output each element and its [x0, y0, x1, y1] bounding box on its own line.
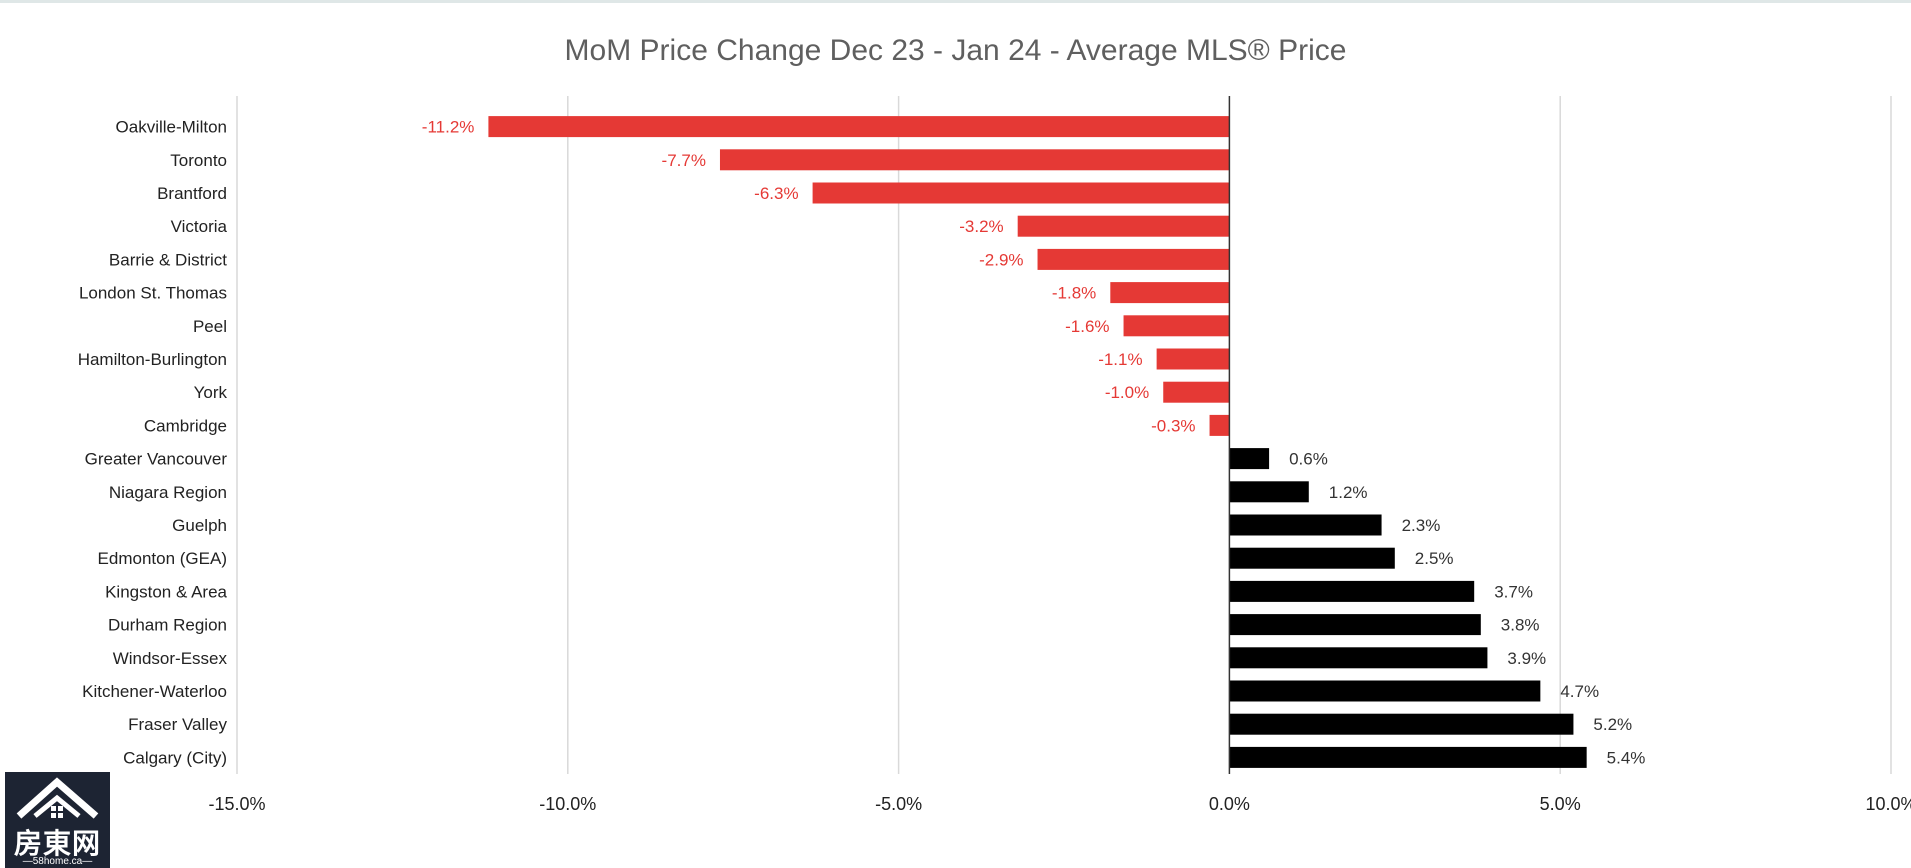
- bar: [812, 182, 1230, 204]
- category-label: Oakville-Milton: [116, 118, 227, 137]
- category-label: Toronto: [170, 151, 227, 170]
- category-label: Victoria: [171, 217, 228, 236]
- house-roof-logo-icon: [16, 777, 99, 819]
- x-tick-label: -5.0%: [875, 794, 922, 814]
- bar: [1037, 248, 1230, 270]
- category-label: London St. Thomas: [79, 284, 227, 303]
- data-label: 1.2%: [1329, 483, 1368, 502]
- bar: [1017, 215, 1230, 237]
- data-label: 2.5%: [1415, 549, 1454, 568]
- category-label: Calgary (City): [123, 748, 227, 767]
- bar: [488, 116, 1230, 138]
- x-tick-label: -15.0%: [208, 794, 265, 814]
- watermark-url: —58home.ca—: [22, 856, 93, 867]
- data-label: 2.3%: [1402, 516, 1441, 535]
- data-label: 4.7%: [1560, 682, 1599, 701]
- category-label: Guelph: [172, 516, 227, 535]
- category-label: Edmonton (GEA): [98, 549, 227, 568]
- x-tick-labels: -15.0% -10.0% -5.0% 0.0% 5.0% 10.0%: [208, 794, 1911, 814]
- category-label: Kitchener-Waterloo: [82, 682, 227, 701]
- category-label: Windsor-Essex: [113, 649, 228, 668]
- category-label: Durham Region: [108, 616, 227, 635]
- x-tick-label: -10.0%: [539, 794, 596, 814]
- category-label: Brantford: [157, 184, 227, 203]
- bar: [1156, 348, 1230, 370]
- category-label: Cambridge: [144, 416, 227, 435]
- bar: [1229, 746, 1587, 768]
- bar: [1229, 481, 1309, 503]
- data-label: 0.6%: [1289, 450, 1328, 469]
- data-label: 5.4%: [1607, 748, 1646, 767]
- watermark-logo: 房東网 —58home.ca—: [5, 772, 110, 868]
- category-label: Niagara Region: [109, 483, 227, 502]
- data-label: -1.6%: [1065, 317, 1109, 336]
- data-label: 3.8%: [1501, 616, 1540, 635]
- category-label: Greater Vancouver: [85, 450, 228, 469]
- data-label: -11.2%: [422, 118, 475, 137]
- category-label: Kingston & Area: [105, 582, 227, 601]
- bar: [1229, 448, 1270, 470]
- chart-title: MoM Price Change Dec 23 - Jan 24 - Avera…: [564, 34, 1347, 67]
- data-label: -1.0%: [1105, 383, 1149, 402]
- bar: [1229, 514, 1382, 536]
- watermark-name: 房東网: [13, 827, 101, 860]
- data-label: -1.8%: [1052, 284, 1096, 303]
- bars: [488, 116, 1587, 768]
- bar: [1123, 315, 1230, 337]
- x-tick-label: 5.0%: [1540, 794, 1581, 814]
- bar: [1229, 580, 1475, 602]
- bar: [1209, 414, 1230, 436]
- category-label: Barrie & District: [109, 250, 227, 269]
- bar: [1229, 680, 1541, 702]
- category-label: Fraser Valley: [128, 715, 227, 734]
- x-tick-label: 10.0%: [1865, 794, 1911, 814]
- bar: [1229, 614, 1481, 636]
- category-label: York: [194, 383, 228, 402]
- bar: [1229, 647, 1488, 669]
- bar: [719, 149, 1230, 171]
- data-labels: -11.2% -7.7% -6.3% -3.2% -2.9% -1.8% -1.6% -1.1…: [422, 118, 1646, 768]
- data-label: 3.7%: [1494, 582, 1533, 601]
- grid-lines: [236, 96, 1892, 774]
- bar: [1163, 381, 1230, 403]
- data-label: -2.9%: [979, 250, 1023, 269]
- data-label: -1.1%: [1098, 350, 1142, 369]
- x-tick-label: 0.0%: [1209, 794, 1250, 814]
- bar: [1229, 547, 1395, 569]
- data-label: -0.3%: [1151, 416, 1195, 435]
- bar: [1229, 713, 1574, 735]
- bar: [1110, 282, 1230, 304]
- category-label: Hamilton-Burlington: [78, 350, 227, 369]
- category-label: Peel: [193, 317, 227, 336]
- data-label: -3.2%: [959, 217, 1003, 236]
- category-labels: Oakville-Milton Toronto Brantford Victoria B…: [78, 118, 228, 768]
- data-label: 5.2%: [1593, 715, 1632, 734]
- data-label: 3.9%: [1507, 649, 1546, 668]
- data-label: -6.3%: [754, 184, 798, 203]
- top-border-line: [0, 0, 1911, 3]
- data-label: -7.7%: [662, 151, 706, 170]
